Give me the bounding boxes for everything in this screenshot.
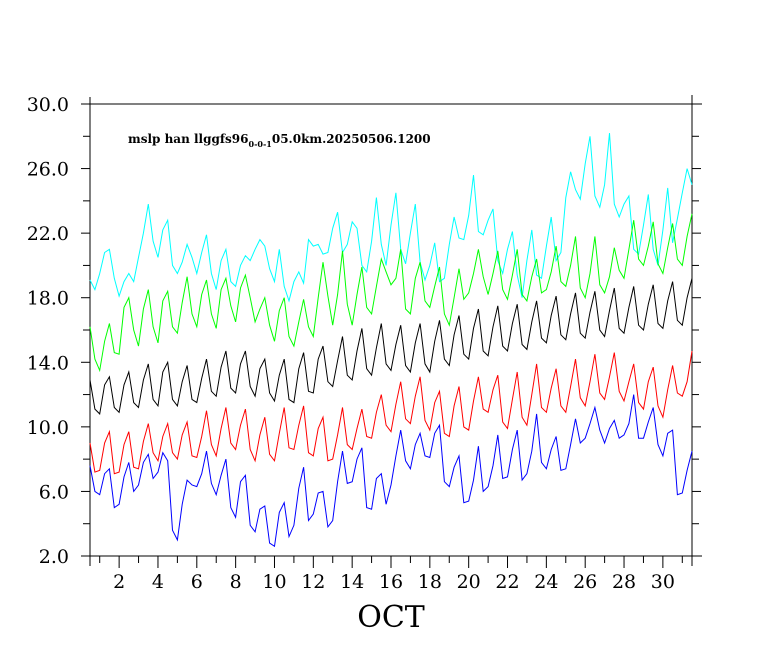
series-line-3 [89,278,693,415]
x-tick-label: 22 [495,571,519,593]
chart-title-subscript: 0-0-1 [249,139,272,149]
series-line-4 [89,350,693,475]
x-tick-label: 20 [457,571,481,593]
x-tick-label: 30 [651,571,675,593]
series-line-5 [89,394,693,548]
x-tick-label: 4 [152,571,164,593]
x-axis-label: OCT [357,600,425,635]
ticks-layer: 2.06.010.014.018.022.026.030.02 4 6 8 10 12 14… [27,94,701,593]
x-tick-label: 24 [534,571,558,593]
x-tick-label: 6 [191,571,203,593]
y-tick-label: 18.0 [27,288,69,310]
series-layer [89,133,693,548]
y-tick-label: 14.0 [27,352,69,374]
chart-title: mslp han llggfs960-0-105.0km.20250506.12… [128,132,431,149]
y-tick-label: 26.0 [27,159,69,181]
x-tick-label: 18 [418,571,442,593]
axes [82,95,702,566]
chart-title-prefix: mslp han llggfs96 [128,132,249,146]
series-line-1 [89,133,693,303]
chart-title-suffix: 05.0km.20250506.1200 [272,132,431,146]
x-tick-label: 10 [262,571,286,593]
x-tick-label: 2 [113,571,125,593]
x-tick-label: 16 [379,571,403,593]
x-tick-label: 14 [340,571,364,593]
x-tick-label: 12 [301,571,325,593]
x-tick-label: 8 [230,571,242,593]
series-line-2 [89,213,693,373]
y-tick-label: 22.0 [27,223,69,245]
x-tick-label: 28 [612,571,636,593]
x-tick-label: 26 [573,571,597,593]
y-tick-label: 6.0 [39,481,69,503]
y-tick-label: 10.0 [27,417,69,439]
y-tick-label: 2.0 [39,546,69,568]
y-tick-label: 30.0 [27,94,69,116]
